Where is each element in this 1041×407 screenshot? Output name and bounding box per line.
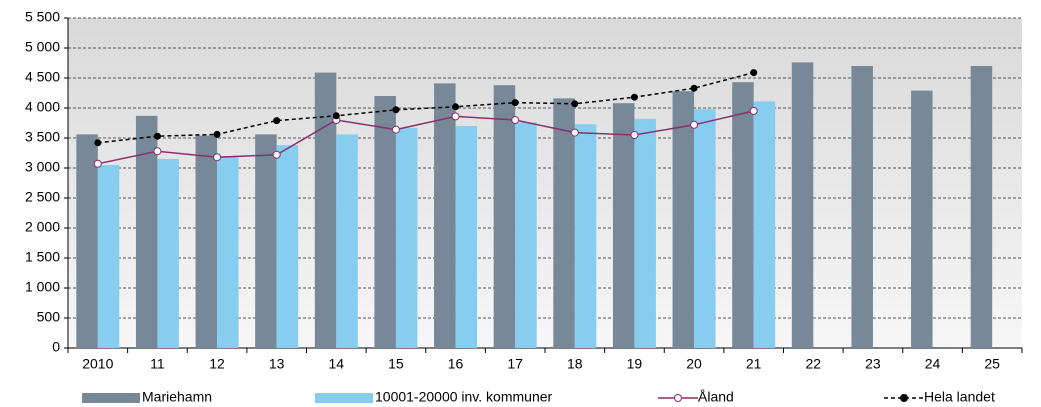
bar [135,115,158,348]
bar [217,156,239,348]
x-tick-label: 20 [686,356,702,372]
y-tick-label: 5 000 [25,39,60,55]
x-tick-label: 18 [567,356,583,372]
x-tick-label: 2010 [82,356,113,372]
y-tick-label: 5 500 [25,9,60,25]
y-tick-label: 4 000 [25,99,60,115]
point [93,159,102,168]
point [272,150,281,159]
point [630,93,638,101]
line [97,71,754,144]
legend-marker [674,394,682,402]
bar [911,90,933,348]
point [511,99,519,107]
point [94,139,102,147]
legend-label: Hela landet [924,389,995,405]
bar [255,134,277,348]
point [273,117,281,125]
point [213,130,221,138]
y-tick-label: 500 [37,309,61,325]
bar [395,127,418,348]
x-tick-label: 11 [150,356,165,372]
bar [455,126,478,348]
legend-label: Åland [698,389,734,405]
x-tick-label: 19 [627,356,643,372]
y-tick-label: 3 000 [25,159,60,175]
point [690,84,698,92]
bar [553,98,575,349]
point [749,107,758,115]
legend-label: Mariehamn [142,389,212,405]
x-tick-label: 13 [269,356,285,372]
x-tick-label: 17 [507,356,523,372]
bar [791,62,814,349]
legend-swatch [315,393,373,403]
point [153,147,162,156]
legend-swatch [82,393,140,403]
bar [732,82,754,348]
bar [515,122,537,349]
y-tick-label: 0 [52,339,60,355]
x-tick-label: 12 [209,356,225,372]
bar [276,145,299,348]
point [511,116,520,124]
point [153,132,161,140]
bar [336,134,358,348]
bar [634,118,656,348]
bar [612,103,635,348]
x-tick-label: 24 [925,356,941,372]
point [630,131,639,139]
point [570,128,579,137]
point [213,153,222,162]
bar [434,83,456,349]
bar [672,91,695,348]
y-tick-label: 2 500 [25,189,60,205]
x-tick-label: 16 [448,356,464,372]
bar [753,101,776,349]
y-tick-label: 4 500 [25,69,60,85]
bar [493,85,516,348]
line [97,110,754,165]
y-tick-label: 2 000 [25,219,60,235]
point [451,112,460,121]
bar [157,159,179,348]
bar [76,134,98,348]
bar [374,96,396,348]
x-tick-label: 23 [865,356,881,372]
point [690,120,699,129]
legend-label: 10001-20000 inv. kommuner [375,389,553,405]
point [452,103,460,111]
legend-marker [900,394,908,402]
point [391,125,400,134]
bar [97,165,120,348]
x-tick-label: 14 [329,356,345,372]
x-tick-label: 22 [806,356,822,372]
x-tick-label: 15 [388,356,404,372]
x-tick-label: 21 [746,356,762,372]
bar [195,135,218,348]
bar [970,66,993,348]
point [750,69,758,77]
y-tick-label: 1 000 [25,279,60,295]
point [571,100,579,108]
x-tick-label: 25 [984,356,1000,372]
y-tick-label: 1 500 [25,249,60,265]
bar [574,124,597,348]
bar [314,72,337,348]
point [332,112,340,120]
point [392,106,400,114]
bar [851,66,873,348]
y-tick-label: 3 500 [25,129,60,145]
bar [694,109,716,348]
